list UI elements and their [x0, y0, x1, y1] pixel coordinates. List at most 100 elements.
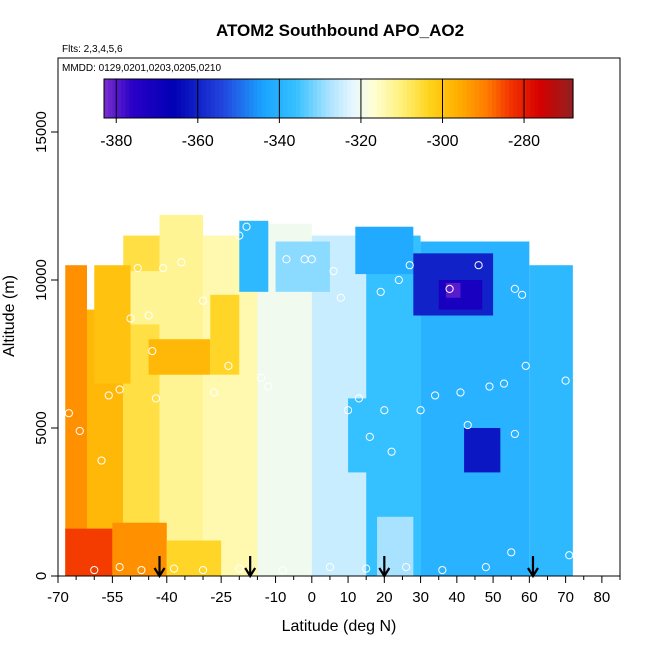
colorbar-segment — [393, 79, 399, 118]
x-tick-label: -10 — [265, 589, 287, 606]
sample-point — [405, 261, 414, 270]
colorbar-segment — [253, 79, 259, 118]
colorbar-tick-label: -280 — [508, 133, 540, 150]
colorbar-segment — [261, 79, 267, 118]
colorbar-segment — [223, 79, 229, 118]
x-tick-label: -55 — [102, 589, 124, 606]
sample-point — [380, 406, 389, 415]
sample-point — [198, 296, 208, 305]
colorbar-segment — [419, 79, 425, 118]
colorbar-segment — [355, 79, 361, 118]
heatmap-cell — [159, 214, 204, 576]
sample-point — [278, 565, 287, 575]
sample-point — [499, 379, 509, 388]
colorbar-segment — [138, 79, 143, 118]
colorbar-segment — [517, 79, 523, 118]
x-tick-label: 70 — [557, 589, 574, 606]
colorbar-segment — [287, 79, 293, 118]
colorbar-segment — [125, 79, 131, 118]
colorbar-segment — [104, 79, 109, 118]
sample-point — [126, 314, 135, 323]
sample-point — [151, 394, 160, 403]
colorbar-segment — [308, 79, 314, 118]
colorbar-segment — [483, 79, 489, 118]
colorbar-segment — [359, 79, 365, 118]
sample-point — [148, 346, 157, 356]
sample-point — [336, 293, 345, 302]
colorbar-segment — [509, 79, 514, 118]
sample-point — [510, 284, 519, 293]
sample-point — [343, 406, 353, 415]
sample-point — [565, 551, 574, 560]
y-tick-label: 10000 — [33, 259, 50, 301]
sample-points — [64, 216, 574, 575]
x-tick-label: 10 — [340, 589, 357, 606]
colorbar-segment — [466, 79, 472, 118]
colorbar-segment — [555, 79, 561, 118]
colorbar-segment — [406, 79, 412, 118]
colorbar-segment — [530, 79, 536, 118]
x-tick-label: 40 — [448, 589, 465, 606]
colorbar-segment — [278, 79, 284, 118]
colorbar-segment — [146, 79, 152, 118]
heatmap-cell — [130, 271, 167, 325]
sample-point — [137, 565, 146, 575]
colorbar-segment — [108, 79, 114, 118]
sample-point — [362, 564, 371, 573]
colorbar-segment — [496, 79, 502, 118]
sample-point — [354, 394, 364, 403]
x-axis-label: Latitude (deg N) — [282, 618, 397, 635]
sample-point — [169, 564, 179, 573]
colorbar-segment — [385, 79, 391, 118]
heatmap-cell — [275, 241, 330, 292]
sample-point — [198, 565, 208, 575]
colorbar-segment — [428, 79, 433, 118]
heatmap-cell — [239, 220, 269, 292]
colorbar-segment — [133, 79, 139, 118]
colorbar-tick-label: -320 — [345, 133, 377, 150]
y-tick-label: 5000 — [33, 411, 50, 444]
colorbar-segment — [150, 79, 156, 118]
colorbar-tick-label: -360 — [182, 133, 214, 150]
x-tick-label: -25 — [210, 589, 232, 606]
sample-point — [235, 564, 244, 573]
colorbar-segment — [543, 79, 549, 118]
colorbar-segment — [398, 79, 404, 118]
colorbar-segment — [274, 79, 280, 118]
sample-point — [130, 225, 139, 234]
colorbar-segment — [159, 79, 165, 118]
sample-point — [463, 420, 472, 430]
sample-point — [97, 456, 106, 465]
sample-point — [329, 267, 338, 276]
dates-label: MMDD: 0129,0201,0203,0205,0210 — [62, 63, 221, 74]
colorbar-segment — [321, 79, 327, 118]
colorbar-segment — [202, 79, 207, 118]
colorbar-segment — [453, 79, 459, 118]
colorbar: -380 -360 -340 -320 -300 -280 — [100, 78, 574, 150]
colorbar-segment — [479, 79, 485, 118]
sample-point — [481, 563, 490, 572]
colorbar-segment — [334, 79, 340, 118]
colorbar-segment — [236, 79, 242, 118]
colorbar-segment — [457, 79, 463, 118]
colorbar-segment — [206, 79, 212, 118]
sample-point — [235, 231, 244, 240]
colorbar-segment — [163, 79, 169, 118]
colorbar-segment — [449, 79, 455, 118]
colorbar-segment — [231, 79, 237, 118]
heatmap-cell — [148, 339, 211, 375]
colorbar-segment — [257, 79, 263, 118]
heatmap-cell — [464, 428, 501, 473]
sample-point — [104, 391, 113, 400]
sample-point — [376, 287, 385, 296]
sample-point — [137, 216, 146, 225]
sample-point — [521, 361, 530, 370]
colorbar-segment — [266, 79, 271, 118]
colorbar-segment — [410, 79, 416, 118]
colorbar-segment — [172, 79, 178, 118]
x-tick-label: 80 — [594, 589, 611, 606]
colorbar-segment — [445, 79, 450, 118]
heatmap-cell — [94, 265, 131, 384]
colorbar-segment — [185, 79, 190, 118]
